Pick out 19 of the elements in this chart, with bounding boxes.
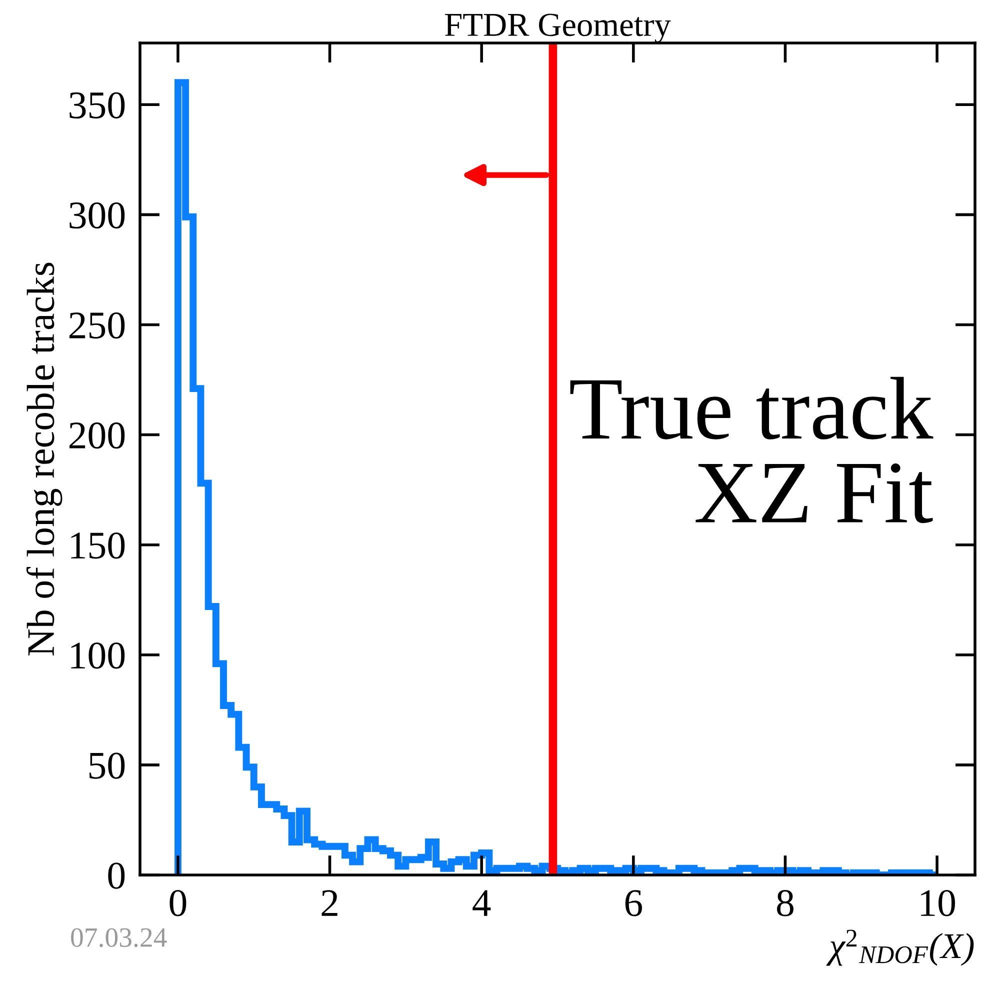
y-tick-label: 300 <box>70 202 125 229</box>
x-tick-label: 6 <box>625 890 642 916</box>
x-axis-title: χ$^{2}$$_{NDOF}$(X) <box>826 930 974 966</box>
y-tick-label: 250 <box>69 312 125 339</box>
x-tick-label: 10 <box>921 890 956 916</box>
y-tick-label: 150 <box>71 532 125 559</box>
y-axis-title: Nb of long recoble tracks <box>26 262 62 656</box>
y-tick-label: 200 <box>69 422 125 449</box>
annotation: True track XZ Fit <box>570 376 934 524</box>
x-tick-label: 2 <box>322 890 338 916</box>
y-tick-label: 100 <box>71 642 125 669</box>
y-tick-label: 50 <box>89 752 125 779</box>
x-tick-label: 4 <box>472 890 491 916</box>
x-tick-label: 0 <box>170 890 186 916</box>
y-tick-label: 350 <box>70 92 125 119</box>
x-tick-label: 8 <box>776 890 794 916</box>
y-tick-label: 0 <box>108 862 125 889</box>
text: 07.03.24 <box>71 928 167 948</box>
chart-title: FTDR Geometry <box>445 14 671 43</box>
